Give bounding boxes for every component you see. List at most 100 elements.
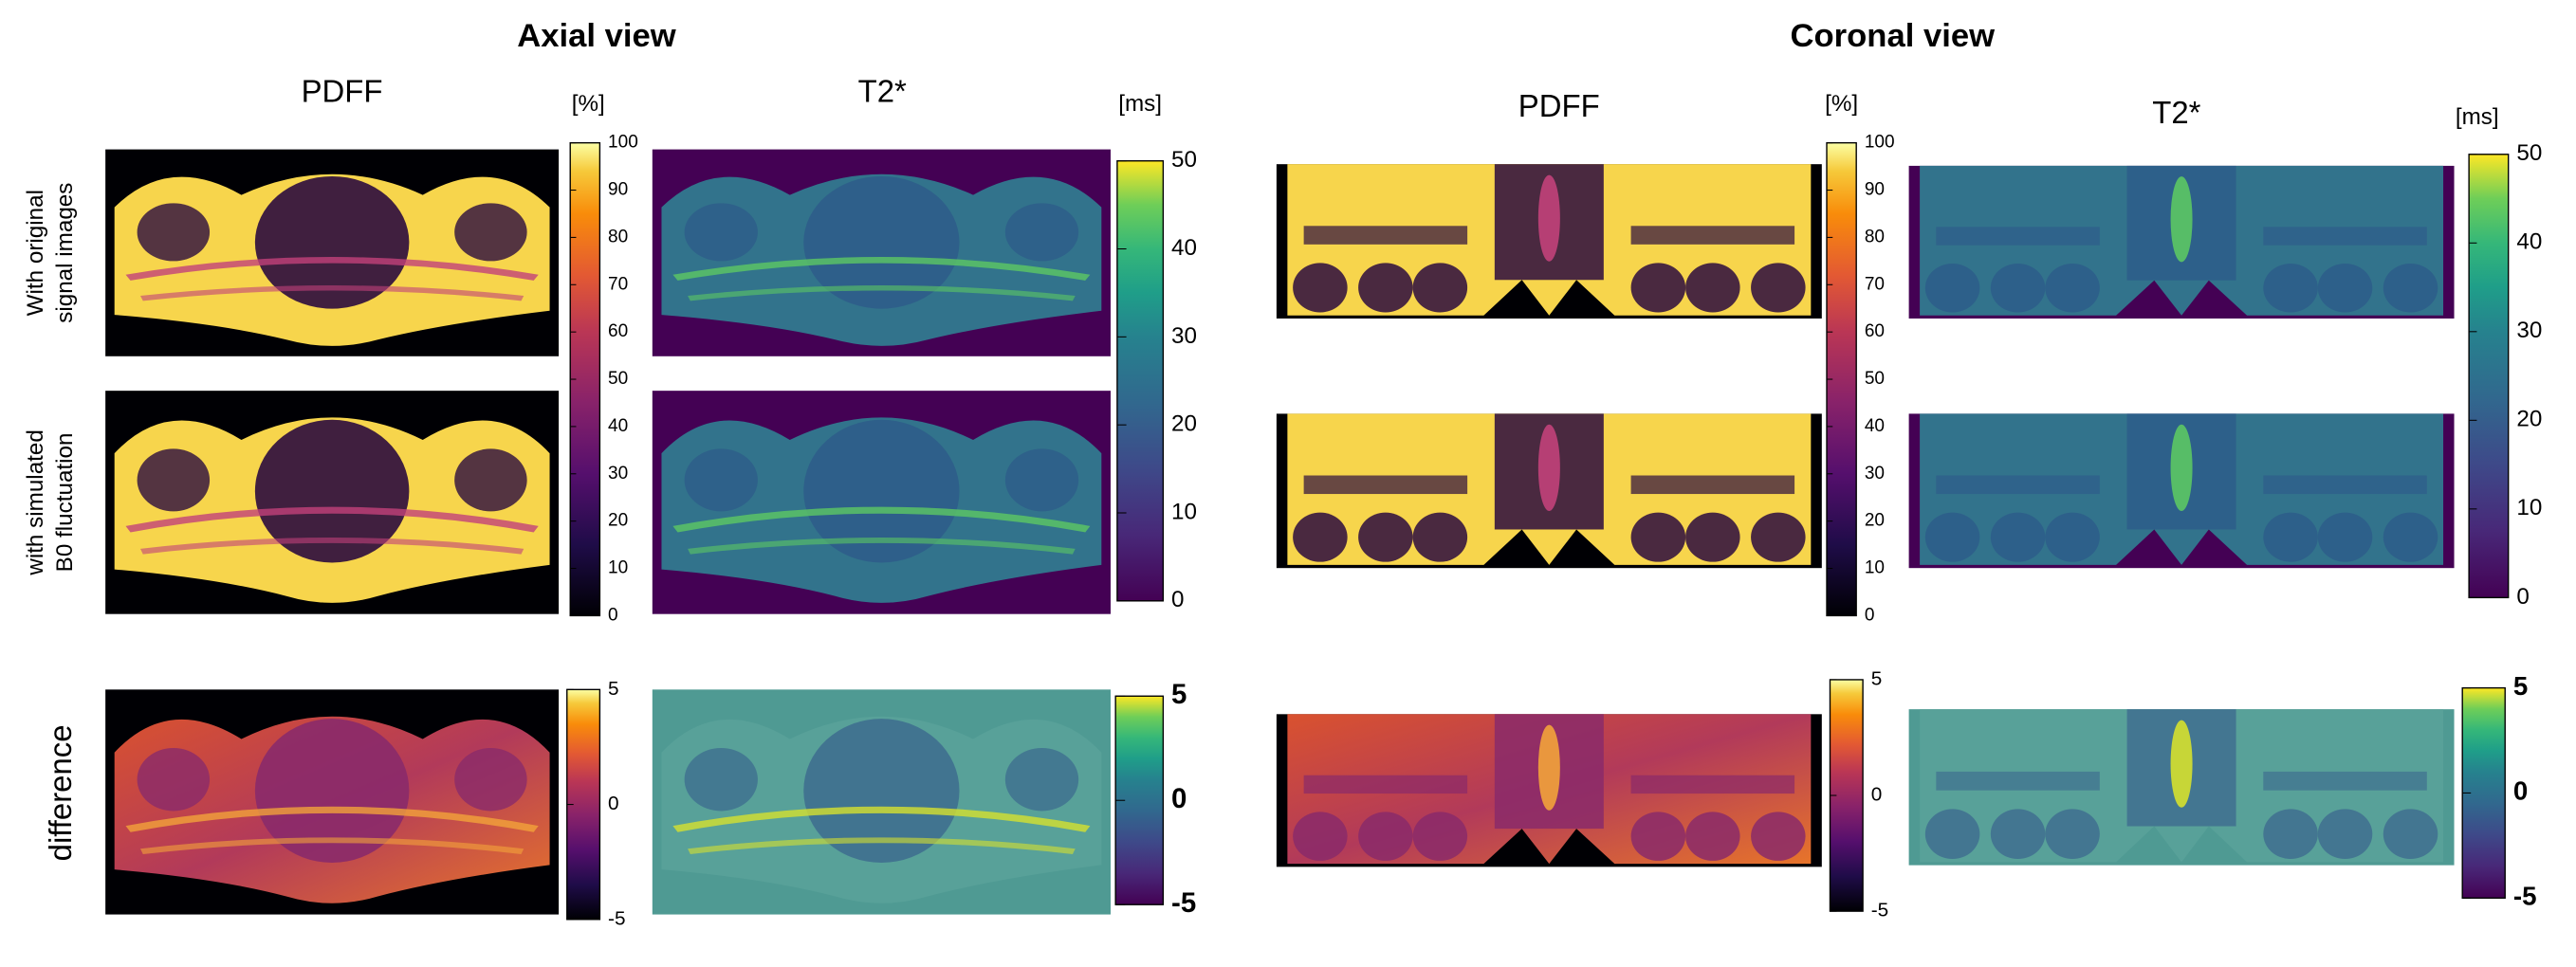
row-label: With original bbox=[23, 190, 48, 316]
colorbar-tick-label: -5 bbox=[2513, 882, 2537, 911]
body-detail bbox=[1004, 203, 1079, 262]
column-label: T2* bbox=[858, 73, 907, 108]
colorbar-tick-label: 5 bbox=[1871, 667, 1883, 689]
body-detail bbox=[139, 538, 524, 555]
colorbar bbox=[1116, 160, 1165, 602]
body-detail bbox=[137, 203, 211, 262]
unit-label: [%] bbox=[572, 91, 605, 117]
body-detail bbox=[1936, 227, 2100, 246]
colorbar-tick-label: 0 bbox=[2513, 776, 2528, 806]
colorbar-tick-label: 0 bbox=[1171, 587, 1184, 612]
colorbar-tick-label: 80 bbox=[1865, 227, 1885, 246]
colorbar-tick-label: 5 bbox=[608, 678, 619, 700]
body-detail bbox=[1412, 512, 1468, 562]
colorbar-tick-label: 40 bbox=[608, 416, 628, 436]
body-detail bbox=[1293, 812, 1348, 861]
body-detail bbox=[454, 748, 527, 812]
image-panel bbox=[1276, 714, 1822, 867]
body-detail bbox=[1630, 512, 1686, 562]
colorbar-tick-label: 20 bbox=[608, 511, 628, 531]
colorbar-tick-label: 0 bbox=[1871, 784, 1883, 806]
colorbar-tick-label: 0 bbox=[2516, 584, 2529, 610]
view-title: Axial view bbox=[517, 18, 676, 54]
body-detail bbox=[1537, 724, 1560, 811]
colorbar-tick-label: 0 bbox=[608, 605, 618, 625]
body-detail bbox=[2263, 475, 2427, 495]
colorbar-tick-label: -5 bbox=[1171, 887, 1196, 919]
colorbar-tick-label: 70 bbox=[608, 274, 628, 294]
body-detail bbox=[2045, 263, 2100, 313]
body-detail bbox=[1924, 809, 1980, 860]
colorbar-tick-label: 60 bbox=[1865, 321, 1885, 341]
colorbar-tick-label: 50 bbox=[1171, 147, 1197, 173]
colorbar-tick-label: 5 bbox=[2513, 671, 2528, 701]
body-detail bbox=[1630, 475, 1795, 495]
column-label: PDFF bbox=[1518, 88, 1600, 123]
body-detail bbox=[1630, 812, 1686, 861]
colorbar-tick-label: 30 bbox=[1865, 464, 1885, 484]
body-detail bbox=[1751, 512, 1806, 562]
body-detail bbox=[1685, 263, 1740, 313]
colorbar-tick-label: 70 bbox=[1865, 274, 1885, 294]
body-detail bbox=[1358, 512, 1413, 562]
body-detail bbox=[1685, 512, 1740, 562]
body-detail bbox=[1924, 263, 1980, 313]
image-panel bbox=[652, 391, 1111, 614]
body-detail bbox=[137, 748, 211, 812]
colorbar-tick-label: 30 bbox=[2516, 318, 2542, 343]
body-detail bbox=[2263, 263, 2318, 313]
body-detail bbox=[2263, 809, 2318, 860]
body-detail bbox=[684, 448, 758, 512]
body-detail bbox=[125, 806, 539, 832]
row-label: B0 fluctuation bbox=[52, 432, 78, 572]
body-detail bbox=[1293, 263, 1348, 313]
colorbar-tick-label: 0 bbox=[1865, 605, 1875, 625]
colorbar-tick-label: 50 bbox=[2516, 140, 2542, 166]
colorbar-tick-label: 0 bbox=[1171, 783, 1187, 814]
body-detail bbox=[803, 175, 960, 309]
body-detail bbox=[1990, 809, 2046, 860]
body-detail bbox=[1936, 475, 2100, 495]
colorbar-tick-label: 50 bbox=[608, 369, 628, 389]
body-detail bbox=[1303, 475, 1468, 495]
image-panel bbox=[1908, 413, 2455, 569]
body-detail bbox=[1004, 748, 1079, 812]
body-detail bbox=[2383, 263, 2438, 313]
body-detail bbox=[2170, 424, 2193, 511]
body-detail bbox=[688, 285, 1076, 301]
colorbar-tick-label: 50 bbox=[1865, 369, 1885, 389]
view-title: Coronal view bbox=[1791, 18, 1996, 54]
body-detail bbox=[684, 748, 758, 812]
body-detail bbox=[1293, 512, 1348, 562]
body-detail bbox=[1303, 775, 1468, 794]
body-detail bbox=[254, 419, 410, 563]
body-detail bbox=[1630, 775, 1795, 794]
row-label: signal images bbox=[52, 183, 78, 323]
body-detail bbox=[1990, 512, 2046, 562]
body-detail bbox=[688, 837, 1076, 855]
body-detail bbox=[2317, 809, 2373, 860]
colorbar-tick-label: 40 bbox=[1865, 416, 1885, 436]
image-panel bbox=[652, 149, 1111, 356]
body-detail bbox=[1412, 263, 1468, 313]
body-detail bbox=[803, 419, 960, 563]
colorbar-tick-label: 30 bbox=[1171, 323, 1197, 349]
body-detail bbox=[1751, 263, 1806, 313]
body-detail bbox=[1630, 226, 1795, 245]
body-detail bbox=[1303, 226, 1468, 245]
body-detail bbox=[803, 719, 960, 864]
body-detail bbox=[2263, 771, 2427, 791]
body-detail bbox=[2263, 227, 2427, 246]
body-detail bbox=[2383, 512, 2438, 562]
body-detail bbox=[139, 837, 524, 855]
body-detail bbox=[1924, 512, 1980, 562]
body-detail bbox=[2045, 512, 2100, 562]
body-detail bbox=[672, 257, 1091, 281]
body-detail bbox=[125, 257, 539, 281]
body-detail bbox=[1685, 812, 1740, 861]
body-detail bbox=[672, 506, 1091, 533]
row-label: difference bbox=[43, 725, 78, 862]
row-label: with simulated bbox=[23, 429, 48, 576]
column-label: T2* bbox=[2152, 95, 2200, 130]
image-panel bbox=[652, 689, 1111, 915]
